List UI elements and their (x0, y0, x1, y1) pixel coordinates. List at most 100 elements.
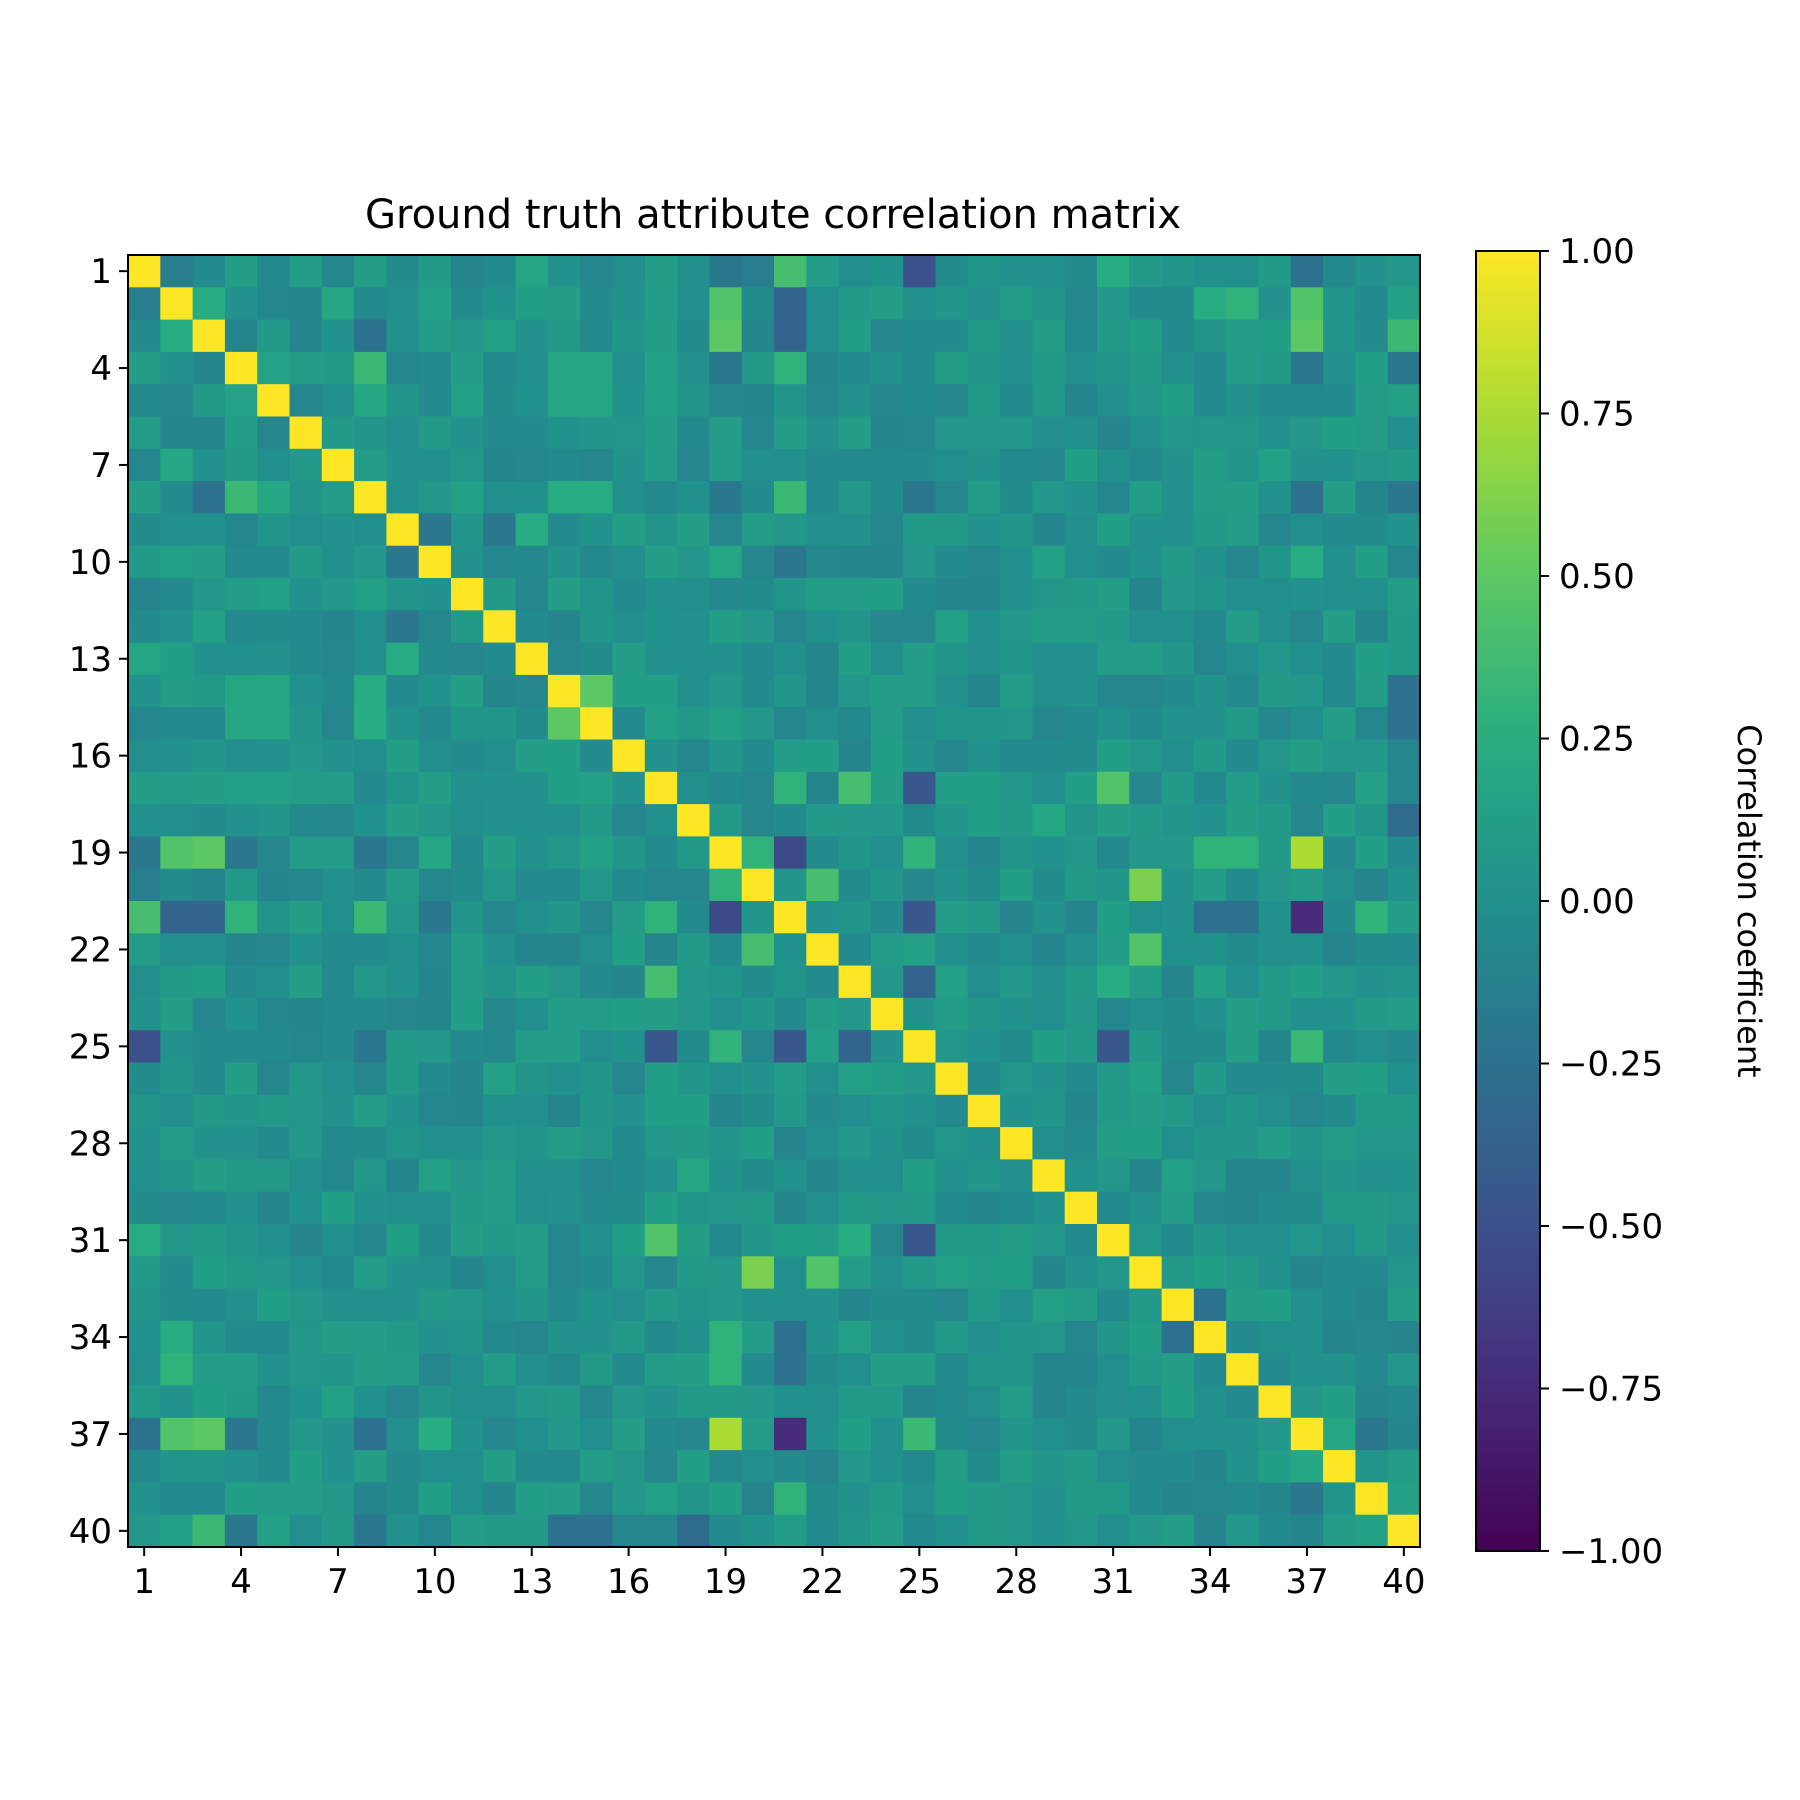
heatmap-cell-6-7 (321, 416, 355, 450)
heatmap-cell-39-38 (1323, 1482, 1356, 1516)
heatmap-cell-29-28 (1000, 1159, 1033, 1193)
heatmap-cell-20-40 (1387, 868, 1421, 902)
heatmap-cell-1-29 (1032, 255, 1066, 288)
heatmap-cell-31-36 (1258, 1224, 1292, 1257)
heatmap-cell-17-21 (774, 771, 807, 805)
heatmap-cell-6-34 (1193, 416, 1227, 450)
heatmap-cell-9-7 (321, 513, 355, 547)
heatmap-cell-5-5 (257, 384, 291, 418)
heatmap-cell-26-27 (967, 1062, 1001, 1096)
heatmap-cell-26-28 (1000, 1062, 1033, 1096)
heatmap-cell-37-33 (1161, 1417, 1195, 1451)
heatmap-cell-27-18 (677, 1094, 710, 1128)
heatmap-cell-6-4 (224, 416, 258, 450)
heatmap-cell-36-34 (1193, 1385, 1227, 1419)
heatmap-cell-3-33 (1161, 319, 1195, 353)
heatmap-cell-37-10 (418, 1417, 452, 1451)
heatmap-cell-8-6 (289, 481, 323, 514)
heatmap-cell-10-11 (451, 545, 484, 579)
heatmap-cell-13-39 (1355, 642, 1389, 676)
heatmap-cell-31-1 (128, 1224, 161, 1257)
heatmap-cell-24-16 (612, 997, 646, 1031)
heatmap-cell-5-39 (1355, 384, 1389, 418)
heatmap-cell-35-13 (515, 1353, 549, 1387)
heatmap-cell-16-31 (1097, 739, 1130, 773)
heatmap-cell-19-18 (677, 836, 710, 870)
heatmap-cell-32-34 (1193, 1256, 1227, 1290)
heatmap-cell-32-37 (1290, 1256, 1324, 1290)
heatmap-cell-37-6 (289, 1417, 323, 1451)
heatmap-cell-34-29 (1032, 1320, 1066, 1354)
heatmap-cell-38-5 (257, 1450, 291, 1483)
heatmap-cell-5-28 (1000, 384, 1033, 418)
heatmap-cell-18-37 (1290, 804, 1324, 837)
heatmap-cell-27-8 (354, 1094, 387, 1128)
heatmap-cell-36-15 (580, 1385, 614, 1419)
heatmap-cell-19-7 (321, 836, 355, 870)
heatmap-cell-10-8 (354, 545, 387, 579)
heatmap-cell-17-13 (515, 771, 549, 805)
heatmap-cell-35-9 (386, 1353, 420, 1387)
heatmap-cell-23-13 (515, 965, 549, 999)
heatmap-cell-36-28 (1000, 1385, 1033, 1419)
heatmap-cell-6-28 (1000, 416, 1033, 450)
heatmap-cell-24-5 (257, 997, 291, 1031)
heatmap-cell-10-37 (1290, 545, 1324, 579)
heatmap-cell-30-20 (741, 1191, 775, 1225)
heatmap-cell-22-8 (354, 933, 387, 967)
heatmap-cell-25-36 (1258, 1030, 1292, 1064)
heatmap-cell-31-16 (612, 1224, 646, 1257)
heatmap-cell-27-23 (838, 1094, 872, 1128)
heatmap-cell-20-22 (806, 868, 840, 902)
heatmap-cell-14-30 (1064, 674, 1098, 708)
heatmap-cell-37-13 (515, 1417, 549, 1451)
heatmap-cell-30-30 (1064, 1191, 1098, 1225)
heatmap-cell-29-40 (1387, 1159, 1421, 1193)
heatmap-cell-3-35 (1226, 319, 1260, 353)
heatmap-cell-28-25 (903, 1127, 937, 1160)
heatmap-cell-7-6 (289, 448, 323, 482)
heatmap-cell-38-24 (870, 1450, 904, 1483)
heatmap-cell-33-15 (580, 1288, 614, 1322)
heatmap-cell-38-8 (354, 1450, 387, 1483)
y-tick-label: 1 (90, 252, 112, 292)
heatmap-cell-11-6 (289, 578, 323, 611)
heatmap-cell-26-23 (838, 1062, 872, 1096)
heatmap-cell-29-4 (224, 1159, 258, 1193)
heatmap-cell-24-26 (935, 997, 969, 1031)
heatmap-cell-10-14 (547, 545, 581, 579)
heatmap-cell-13-32 (1129, 642, 1163, 676)
heatmap-cell-34-7 (321, 1320, 355, 1354)
heatmap-cell-29-11 (451, 1159, 484, 1193)
heatmap-cell-36-20 (741, 1385, 775, 1419)
heatmap-cell-20-5 (257, 868, 291, 902)
heatmap-cell-14-27 (967, 674, 1001, 708)
heatmap-cell-33-7 (321, 1288, 355, 1322)
heatmap-cell-36-38 (1323, 1385, 1356, 1419)
heatmap-cell-33-28 (1000, 1288, 1033, 1322)
heatmap-cell-4-14 (547, 351, 581, 385)
heatmap-cell-5-9 (386, 384, 420, 418)
heatmap-cell-25-1 (128, 1030, 161, 1064)
heatmap-cell-17-38 (1323, 771, 1356, 805)
heatmap-cell-22-14 (547, 933, 581, 967)
heatmap-cell-26-12 (483, 1062, 517, 1096)
heatmap-cell-8-11 (451, 481, 484, 514)
heatmap-cell-27-39 (1355, 1094, 1389, 1128)
heatmap-cell-40-23 (838, 1514, 872, 1548)
heatmap-cell-26-20 (741, 1062, 775, 1096)
heatmap-cell-40-13 (515, 1514, 549, 1548)
heatmap-cell-10-34 (1193, 545, 1227, 579)
heatmap-cell-12-21 (774, 610, 807, 644)
heatmap-cell-33-10 (418, 1288, 452, 1322)
heatmap-cell-2-23 (838, 287, 872, 321)
heatmap-cell-20-1 (128, 868, 161, 902)
heatmap-cell-19-39 (1355, 836, 1389, 870)
heatmap-cell-32-9 (386, 1256, 420, 1290)
heatmap-cell-21-18 (677, 901, 710, 934)
heatmap-cell-29-25 (903, 1159, 937, 1193)
heatmap-cell-35-4 (224, 1353, 258, 1387)
heatmap-cell-1-37 (1290, 255, 1324, 288)
heatmap-cell-19-30 (1064, 836, 1098, 870)
heatmap-cell-12-23 (838, 610, 872, 644)
